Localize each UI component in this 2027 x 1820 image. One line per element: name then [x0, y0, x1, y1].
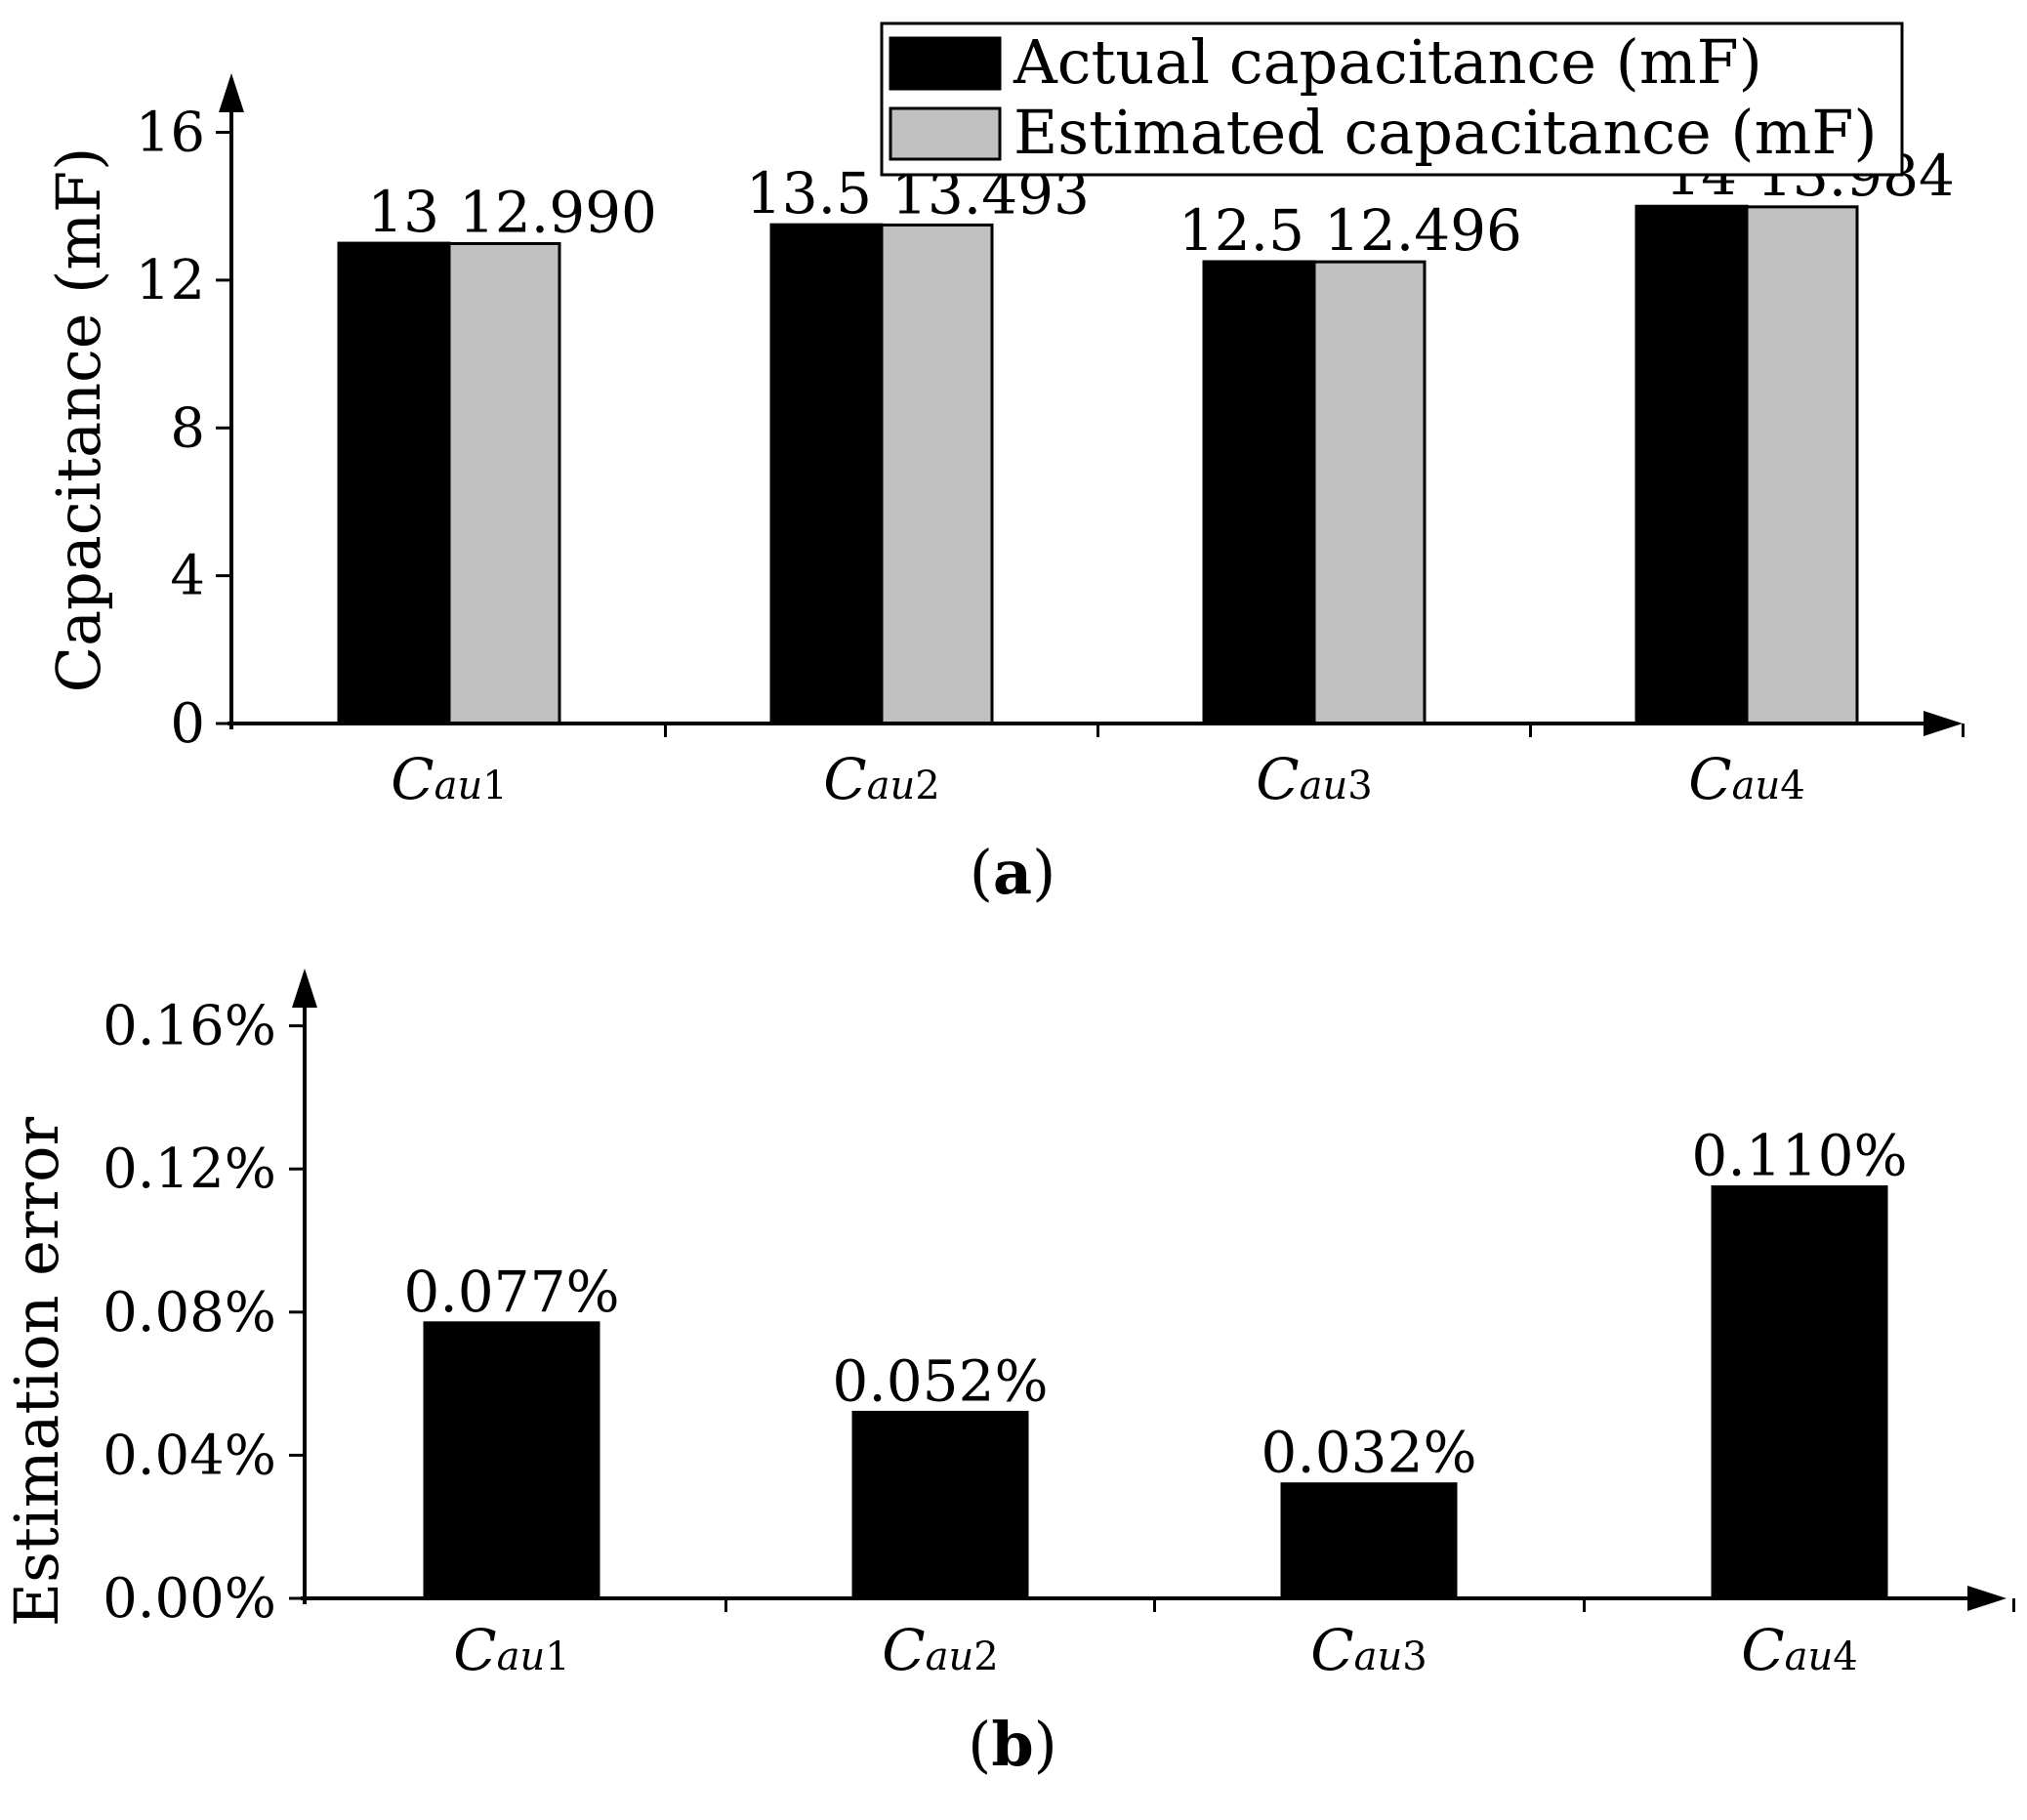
x-tick-label-0: Cau1	[391, 746, 507, 812]
x-tick-label-3: Cau4	[1688, 746, 1804, 812]
bar-0-0	[423, 1321, 600, 1600]
x-tick-label-2: Cau3	[1256, 746, 1372, 812]
y-tick-label-4: 16	[136, 102, 205, 165]
data-label-0-2: 0.032%	[1261, 1420, 1476, 1486]
y-axis-title: Estimation error	[1, 1117, 72, 1628]
bar-0-0	[337, 241, 451, 725]
y-tick-label-1: 0.04%	[103, 1424, 276, 1487]
data-label-0-0: 0.077%	[403, 1259, 619, 1325]
bar-1-3	[1745, 205, 1859, 725]
legend-box	[880, 21, 1904, 177]
data-label-0-0: 13	[367, 179, 439, 245]
data-label-0-3: 0.110%	[1691, 1123, 1907, 1189]
bar-0-3	[1634, 204, 1749, 725]
y-tick-label-3: 12	[136, 249, 205, 312]
bar-0-1	[769, 223, 884, 725]
legend-label-1: Estimated capacitance (mF)	[1014, 97, 1878, 168]
bar-1-2	[1312, 260, 1427, 725]
y-tick-label-2: 8	[170, 396, 205, 460]
data-label-0-1: 0.052%	[832, 1347, 1048, 1414]
legend-swatch-0	[889, 36, 1002, 91]
bar-0-2	[1202, 260, 1316, 725]
legend-label-0: Actual capacitance (mF)	[1013, 26, 1762, 98]
panel-b-error-chart: 0.077% 0.052% 0.032% 0.110% 0.00% 0.04% 0.08% 0…	[1, 969, 2015, 1780]
x-axis-arrow-icon	[1924, 711, 1963, 736]
x-axis-arrow-icon	[1967, 1586, 2006, 1611]
bar-1-1	[880, 223, 994, 725]
data-label-0-2: 12.5	[1179, 197, 1304, 264]
data-label-1-0: 12.990	[459, 179, 657, 245]
y-axis-title: Capacitance (mF)	[43, 147, 114, 693]
legend-swatch-1	[889, 106, 1002, 161]
y-axis-arrow-icon	[219, 73, 244, 112]
x-tick-label-2: Cau3	[1310, 1617, 1427, 1683]
y-axis-arrow-icon	[292, 969, 317, 1008]
data-label-0-1: 13.5	[746, 160, 872, 227]
x-tick-label-1: Cau2	[823, 746, 939, 812]
bar-0-1	[851, 1410, 1029, 1600]
panel-label: (b)	[968, 1709, 1057, 1780]
y-tick-label-2: 0.08%	[103, 1281, 276, 1344]
y-tick-label-3: 0.12%	[103, 1138, 276, 1201]
bar-1-0	[447, 241, 561, 725]
x-tick-label-3: Cau4	[1741, 1617, 1857, 1683]
y-tick-label-0: 0.00%	[103, 1567, 276, 1631]
bar-0-2	[1280, 1482, 1458, 1600]
y-tick-label-1: 4	[170, 545, 205, 608]
data-label-1-2: 12.496	[1324, 197, 1522, 264]
x-tick-label-0: Cau1	[453, 1617, 569, 1683]
panel-a-capacitance-chart: 1313.512.51412.99013.49312.49613.9840481…	[43, 21, 1965, 908]
panel-label: (a)	[970, 837, 1056, 908]
y-tick-label-0: 0	[170, 692, 205, 756]
x-tick-label-1: Cau2	[882, 1617, 998, 1683]
bar-0-3	[1711, 1185, 1888, 1600]
y-tick-label-4: 0.16%	[103, 995, 276, 1058]
